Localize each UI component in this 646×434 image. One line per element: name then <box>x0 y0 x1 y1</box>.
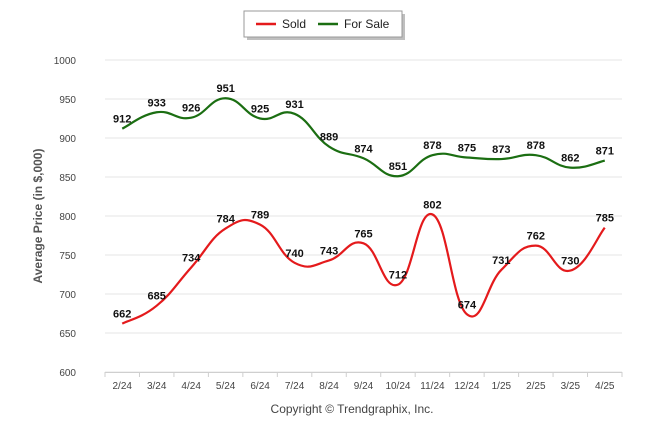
legend-label-for-sale: For Sale <box>344 17 390 31</box>
legend-label-sold: Sold <box>282 17 306 31</box>
series-lines <box>121 97 606 325</box>
data-label-for-sale: 871 <box>596 146 614 158</box>
data-label-for-sale: 851 <box>389 161 407 173</box>
x-tick-label-12-24: 12/24 <box>454 381 479 392</box>
legend-item-for-sale[interactable]: For Sale <box>318 17 390 31</box>
x-tick-label-9-24: 9/24 <box>354 381 374 392</box>
y-tick-label-1000: 1000 <box>54 56 77 67</box>
x-tick-label-1-25: 1/25 <box>492 381 512 392</box>
y-tick-label-900: 900 <box>59 134 76 145</box>
data-label-for-sale: 931 <box>285 99 303 111</box>
data-label-sold: 685 <box>148 291 166 303</box>
data-label-for-sale: 925 <box>251 104 269 116</box>
data-label-sold: 743 <box>320 245 338 257</box>
data-label-for-sale: 926 <box>182 103 200 115</box>
x-tick-label-7-24: 7/24 <box>285 381 305 392</box>
data-label-for-sale: 912 <box>113 114 131 126</box>
data-label-for-sale: 873 <box>492 144 510 156</box>
data-label-sold: 784 <box>216 213 235 225</box>
data-label-sold: 734 <box>182 252 201 264</box>
data-label-sold: 802 <box>423 199 441 211</box>
y-tick-label-800: 800 <box>59 212 76 223</box>
x-tick-label-6-24: 6/24 <box>250 381 270 392</box>
data-label-sold: 765 <box>354 228 372 240</box>
data-label-for-sale: 951 <box>216 83 234 95</box>
series-line-for-sale <box>121 97 606 178</box>
data-label-for-sale: 933 <box>148 97 166 109</box>
data-label-sold: 740 <box>285 248 303 260</box>
legend[interactable]: Sold For Sale <box>243 10 405 40</box>
x-tick-label-10-24: 10/24 <box>385 381 410 392</box>
data-label-for-sale: 874 <box>354 143 373 155</box>
data-labels: 662 685 734 784 789 740 743 765 712 802 674 731 762 7… <box>113 83 614 320</box>
data-label-sold: 674 <box>458 299 477 311</box>
x-tick-label-3-24: 3/24 <box>147 381 167 392</box>
x-tick-label-2-24: 2/24 <box>112 381 132 392</box>
data-label-for-sale: 889 <box>320 132 338 144</box>
data-label-sold: 789 <box>251 210 269 222</box>
data-label-sold: 731 <box>492 255 510 267</box>
data-label-for-sale: 878 <box>527 140 545 152</box>
data-label-sold: 785 <box>596 213 614 225</box>
y-axis-ticks: 600 650 700 750 800 850 900 950 1000 <box>54 56 77 379</box>
y-tick-label-700: 700 <box>59 290 76 301</box>
x-axis-ticks: 2/24 3/24 4/24 5/24 6/24 7/24 8/24 9/24 10/24 11/… <box>104 372 623 392</box>
data-label-for-sale: 875 <box>458 143 476 155</box>
x-tick-label-4-25: 4/25 <box>595 381 615 392</box>
y-tick-label-650: 650 <box>59 329 76 340</box>
x-tick-label-11-24: 11/24 <box>420 381 445 392</box>
x-tick-label-4-24: 4/24 <box>181 381 201 392</box>
data-label-for-sale: 862 <box>561 153 579 165</box>
x-tick-label-8-24: 8/24 <box>319 381 339 392</box>
x-tick-label-2-25: 2/25 <box>526 381 546 392</box>
y-axis-label: Average Price (in $,000) <box>31 149 45 284</box>
legend-item-sold[interactable]: Sold <box>256 17 306 31</box>
data-label-for-sale: 878 <box>423 140 441 152</box>
y-tick-label-850: 850 <box>59 173 76 184</box>
gridlines <box>105 59 622 373</box>
data-label-sold: 712 <box>389 270 407 282</box>
y-tick-label-600: 600 <box>59 368 76 379</box>
y-tick-label-750: 750 <box>59 251 76 262</box>
series-line-sold <box>121 213 606 325</box>
x-tick-label-3-25: 3/25 <box>561 381 581 392</box>
data-label-sold: 762 <box>527 231 545 243</box>
y-tick-label-950: 950 <box>59 95 76 106</box>
copyright-text: Copyright © Trendgraphix, Inc. <box>271 402 434 416</box>
x-tick-label-5-24: 5/24 <box>216 381 236 392</box>
data-label-sold: 730 <box>561 256 579 268</box>
data-label-sold: 662 <box>113 309 131 321</box>
